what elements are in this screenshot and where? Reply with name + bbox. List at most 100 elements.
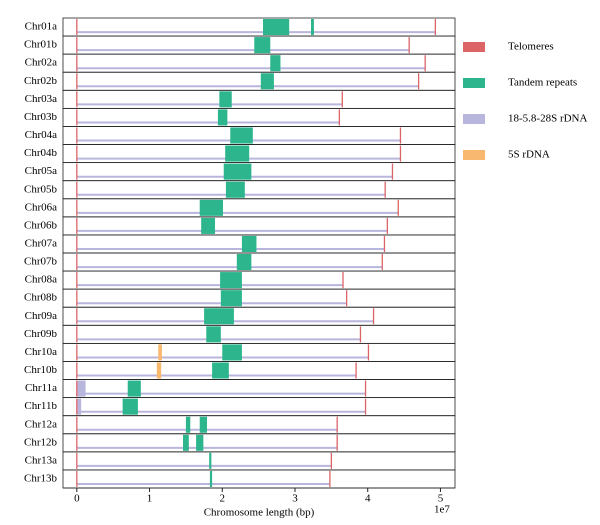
y-tick-label: Chr12a	[25, 418, 58, 430]
legend-label: 18-5.8-28S rDNA	[508, 113, 587, 125]
y-tick-label: Chr06a	[25, 201, 58, 213]
y-tick-label: Chr01b	[24, 39, 58, 51]
row-box	[62, 270, 456, 290]
region	[225, 145, 250, 162]
row-box	[62, 415, 456, 435]
legend-swatch	[463, 42, 485, 52]
region	[230, 127, 253, 144]
x-tick-label: 4	[365, 493, 371, 505]
legend-swatch	[463, 78, 485, 88]
row-box	[62, 180, 456, 200]
row-box	[62, 252, 456, 272]
y-tick-label: Chr02b	[24, 75, 58, 87]
region	[225, 181, 245, 198]
region	[158, 344, 162, 361]
region	[127, 380, 141, 397]
legend-label: Telomeres	[508, 41, 554, 53]
region	[223, 163, 252, 180]
legend-swatch	[463, 150, 485, 160]
region	[201, 217, 215, 234]
row-box	[62, 288, 456, 308]
y-tick-label: Chr05a	[25, 165, 58, 177]
region	[270, 55, 281, 72]
y-tick-label: Chr06b	[24, 219, 58, 231]
region	[222, 344, 242, 361]
row-box	[62, 306, 456, 326]
region	[199, 416, 207, 433]
y-tick-label: Chr07b	[24, 256, 58, 268]
row-box	[62, 89, 456, 109]
y-tick-label: Chr09b	[24, 328, 58, 340]
x-axis-label: Chromosome length (bp)	[204, 507, 315, 519]
y-tick-label: Chr13b	[24, 472, 58, 484]
x-tick-label: 5	[438, 493, 444, 505]
y-tick-label: Chr05b	[24, 183, 58, 195]
region	[183, 434, 189, 451]
region	[260, 73, 274, 90]
x-tick-label: 3	[292, 493, 298, 505]
region	[199, 199, 223, 216]
x-offset-label: 1e7	[434, 504, 450, 516]
y-tick-label: Chr04b	[24, 147, 58, 159]
region	[185, 416, 191, 433]
y-tick-label: Chr13a	[25, 454, 58, 466]
y-tick-label: Chr03b	[24, 111, 58, 123]
region	[204, 308, 234, 325]
row-box	[62, 126, 456, 145]
row-box	[62, 144, 456, 164]
legend-label: 5S rDNA	[508, 149, 550, 161]
region	[196, 434, 204, 451]
row-box	[62, 162, 456, 182]
x-tick-label: 1	[147, 493, 153, 505]
x-tick-label: 2	[220, 493, 226, 505]
region	[219, 91, 232, 108]
region	[220, 272, 242, 289]
region	[220, 290, 242, 307]
region	[212, 362, 229, 379]
y-tick-label: Chr02a	[25, 57, 58, 69]
row-box	[62, 451, 456, 471]
row-box	[62, 107, 456, 127]
y-tick-label: Chr10a	[25, 346, 58, 358]
y-tick-label: Chr04a	[25, 129, 58, 141]
region	[122, 398, 138, 415]
y-tick-label: Chr03a	[25, 93, 58, 105]
row-box	[62, 361, 456, 380]
y-tick-label: Chr07a	[25, 237, 58, 249]
region	[236, 254, 252, 271]
region	[311, 19, 314, 36]
region	[156, 362, 162, 379]
region	[209, 452, 212, 469]
region	[77, 380, 86, 397]
y-tick-label: Chr11a	[25, 382, 57, 394]
row-box	[62, 71, 456, 91]
row-box	[62, 53, 456, 73]
row-box	[62, 198, 456, 218]
y-tick-label: Chr10b	[24, 364, 58, 376]
row-box	[62, 433, 456, 453]
row-box	[62, 234, 456, 254]
row-box	[62, 216, 456, 236]
y-tick-label: Chr08a	[25, 274, 58, 286]
row-box	[62, 17, 456, 37]
row-box	[62, 379, 456, 399]
region	[263, 19, 290, 36]
region	[206, 326, 221, 343]
region	[254, 37, 271, 54]
y-tick-label: Chr12b	[24, 436, 58, 448]
legend-swatch	[463, 114, 485, 124]
region	[241, 235, 257, 252]
y-tick-label: Chr08b	[24, 292, 58, 304]
y-tick-label: Chr01a	[25, 21, 58, 33]
region	[209, 470, 213, 487]
y-tick-label: Chr11b	[24, 400, 57, 412]
region	[217, 109, 228, 126]
row-box	[62, 342, 456, 362]
legend-label: Tandem repeats	[508, 77, 577, 89]
row-box	[62, 469, 456, 489]
region	[77, 398, 82, 415]
y-tick-label: Chr09a	[25, 310, 58, 322]
row-box	[62, 397, 456, 417]
x-tick-label: 0	[74, 493, 80, 505]
